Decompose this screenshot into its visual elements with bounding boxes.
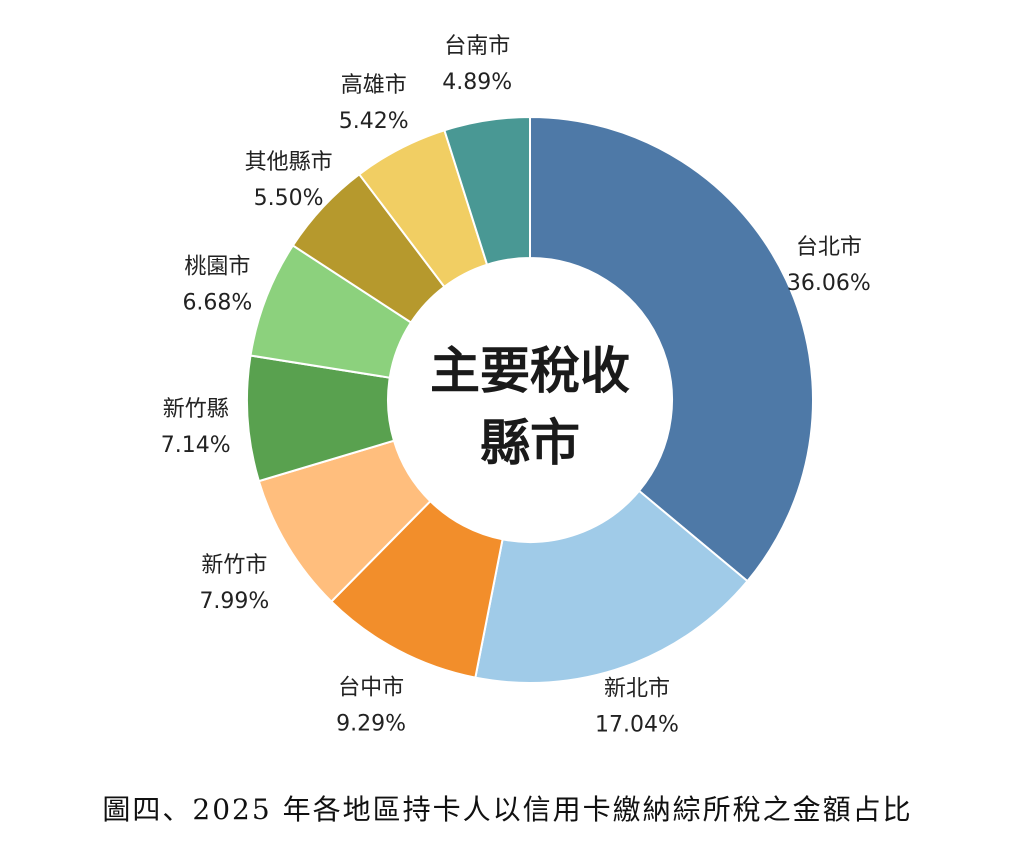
- slice-value-6: 6.68%: [182, 291, 252, 316]
- center-title-line-1: 主要稅收: [430, 342, 630, 400]
- slice-label-7: 其他縣市: [245, 150, 333, 175]
- donut-chart: 台北市 36.06% 新北市 17.04% 台中市 9.29% 新竹市 7.99% 新竹縣 7.1…: [161, 34, 871, 738]
- figure-caption: 圖四、2025 年各地區持卡人以信用卡繳納綜所稅之金額占比: [102, 793, 913, 826]
- slice-value-2: 17.04%: [595, 713, 679, 738]
- slice-label-2: 新北市: [604, 677, 670, 702]
- donut-slices: [246, 115, 814, 684]
- slice-value-4: 7.99%: [199, 589, 269, 614]
- slice-9: [443, 115, 531, 266]
- slice-2: [474, 489, 749, 684]
- slice-1: [529, 115, 814, 583]
- center-title-line-2: 縣市: [480, 414, 580, 472]
- slice-label-9: 台南市: [444, 34, 510, 59]
- slice-value-9: 4.89%: [442, 70, 512, 95]
- slice-label-3: 台中市: [338, 676, 404, 701]
- slice-value-8: 5.42%: [339, 109, 409, 134]
- slice-label-6: 桃園市: [184, 255, 250, 280]
- slice-labels: 台北市 36.06% 新北市 17.04% 台中市 9.29% 新竹市 7.99% 新竹縣 7.1…: [161, 34, 871, 738]
- slice-value-1: 36.06%: [787, 271, 871, 296]
- slice-label-5: 新竹縣: [163, 397, 229, 422]
- slice-label-8: 高雄市: [341, 73, 407, 98]
- slice-value-7: 5.50%: [254, 186, 324, 211]
- slice-value-3: 9.29%: [336, 712, 406, 737]
- slice-label-1: 台北市: [796, 235, 862, 260]
- slice-value-5: 7.14%: [161, 433, 231, 458]
- slice-label-4: 新竹市: [201, 553, 267, 578]
